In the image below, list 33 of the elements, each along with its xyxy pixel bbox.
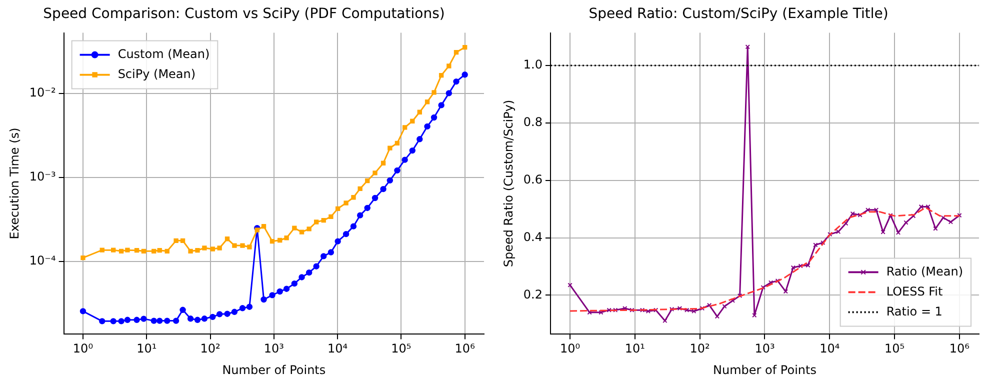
y-tick-label: 0.2 (523, 287, 542, 302)
y-axis-title: Execution Time (s) (7, 128, 22, 240)
x-tick-label: 10⁴ (328, 342, 348, 356)
legend-label: LOESS Fit (886, 284, 944, 298)
legend-label: Custom (Mean) (118, 46, 210, 61)
x-tick-label: 10² (200, 342, 220, 356)
x-tick-label: 10⁵ (391, 342, 412, 356)
x-tick-label: 10⁵ (884, 342, 905, 356)
y-tick-label: 0.4 (523, 230, 542, 244)
x-tick-label: 10³ (754, 342, 775, 356)
legend-label: Ratio = 1 (886, 304, 942, 318)
legend-label: SciPy (Mean) (118, 66, 196, 81)
y-tick-label: 10⁻² (29, 86, 56, 100)
y-tick-label: 0.8 (523, 115, 542, 130)
y-tick-label: 10⁻³ (29, 170, 56, 184)
y-axis-title: Speed Ratio (Custom/SciPy) (501, 100, 516, 268)
y-tick-label: 0.6 (523, 172, 542, 186)
x-tick-label: 10⁶ (949, 342, 970, 356)
x-tick-label: 10⁰ (72, 342, 94, 356)
x-tick-label: 10³ (264, 342, 284, 356)
x-axis-title: Number of Points (713, 362, 816, 377)
x-tick-label: 10⁴ (820, 342, 840, 356)
x-tick-label: 10⁶ (454, 342, 476, 356)
x-tick-label: 10⁰ (560, 342, 580, 356)
x-tick-label: 10¹ (624, 342, 646, 356)
y-tick-label: 10⁻⁴ (29, 253, 56, 268)
legend-label: Ratio (Mean) (886, 264, 964, 278)
x-tick-label: 10² (690, 342, 710, 356)
x-axis-title: Number of Points (222, 362, 326, 377)
x-tick-label: 10¹ (136, 342, 157, 356)
y-tick-label: 1.0 (523, 58, 542, 72)
chart-title: Speed Ratio: Custom/SciPy (Example Title) (588, 6, 888, 22)
chart-title: Speed Comparison: Custom vs SciPy (PDF Computations) (43, 6, 445, 22)
